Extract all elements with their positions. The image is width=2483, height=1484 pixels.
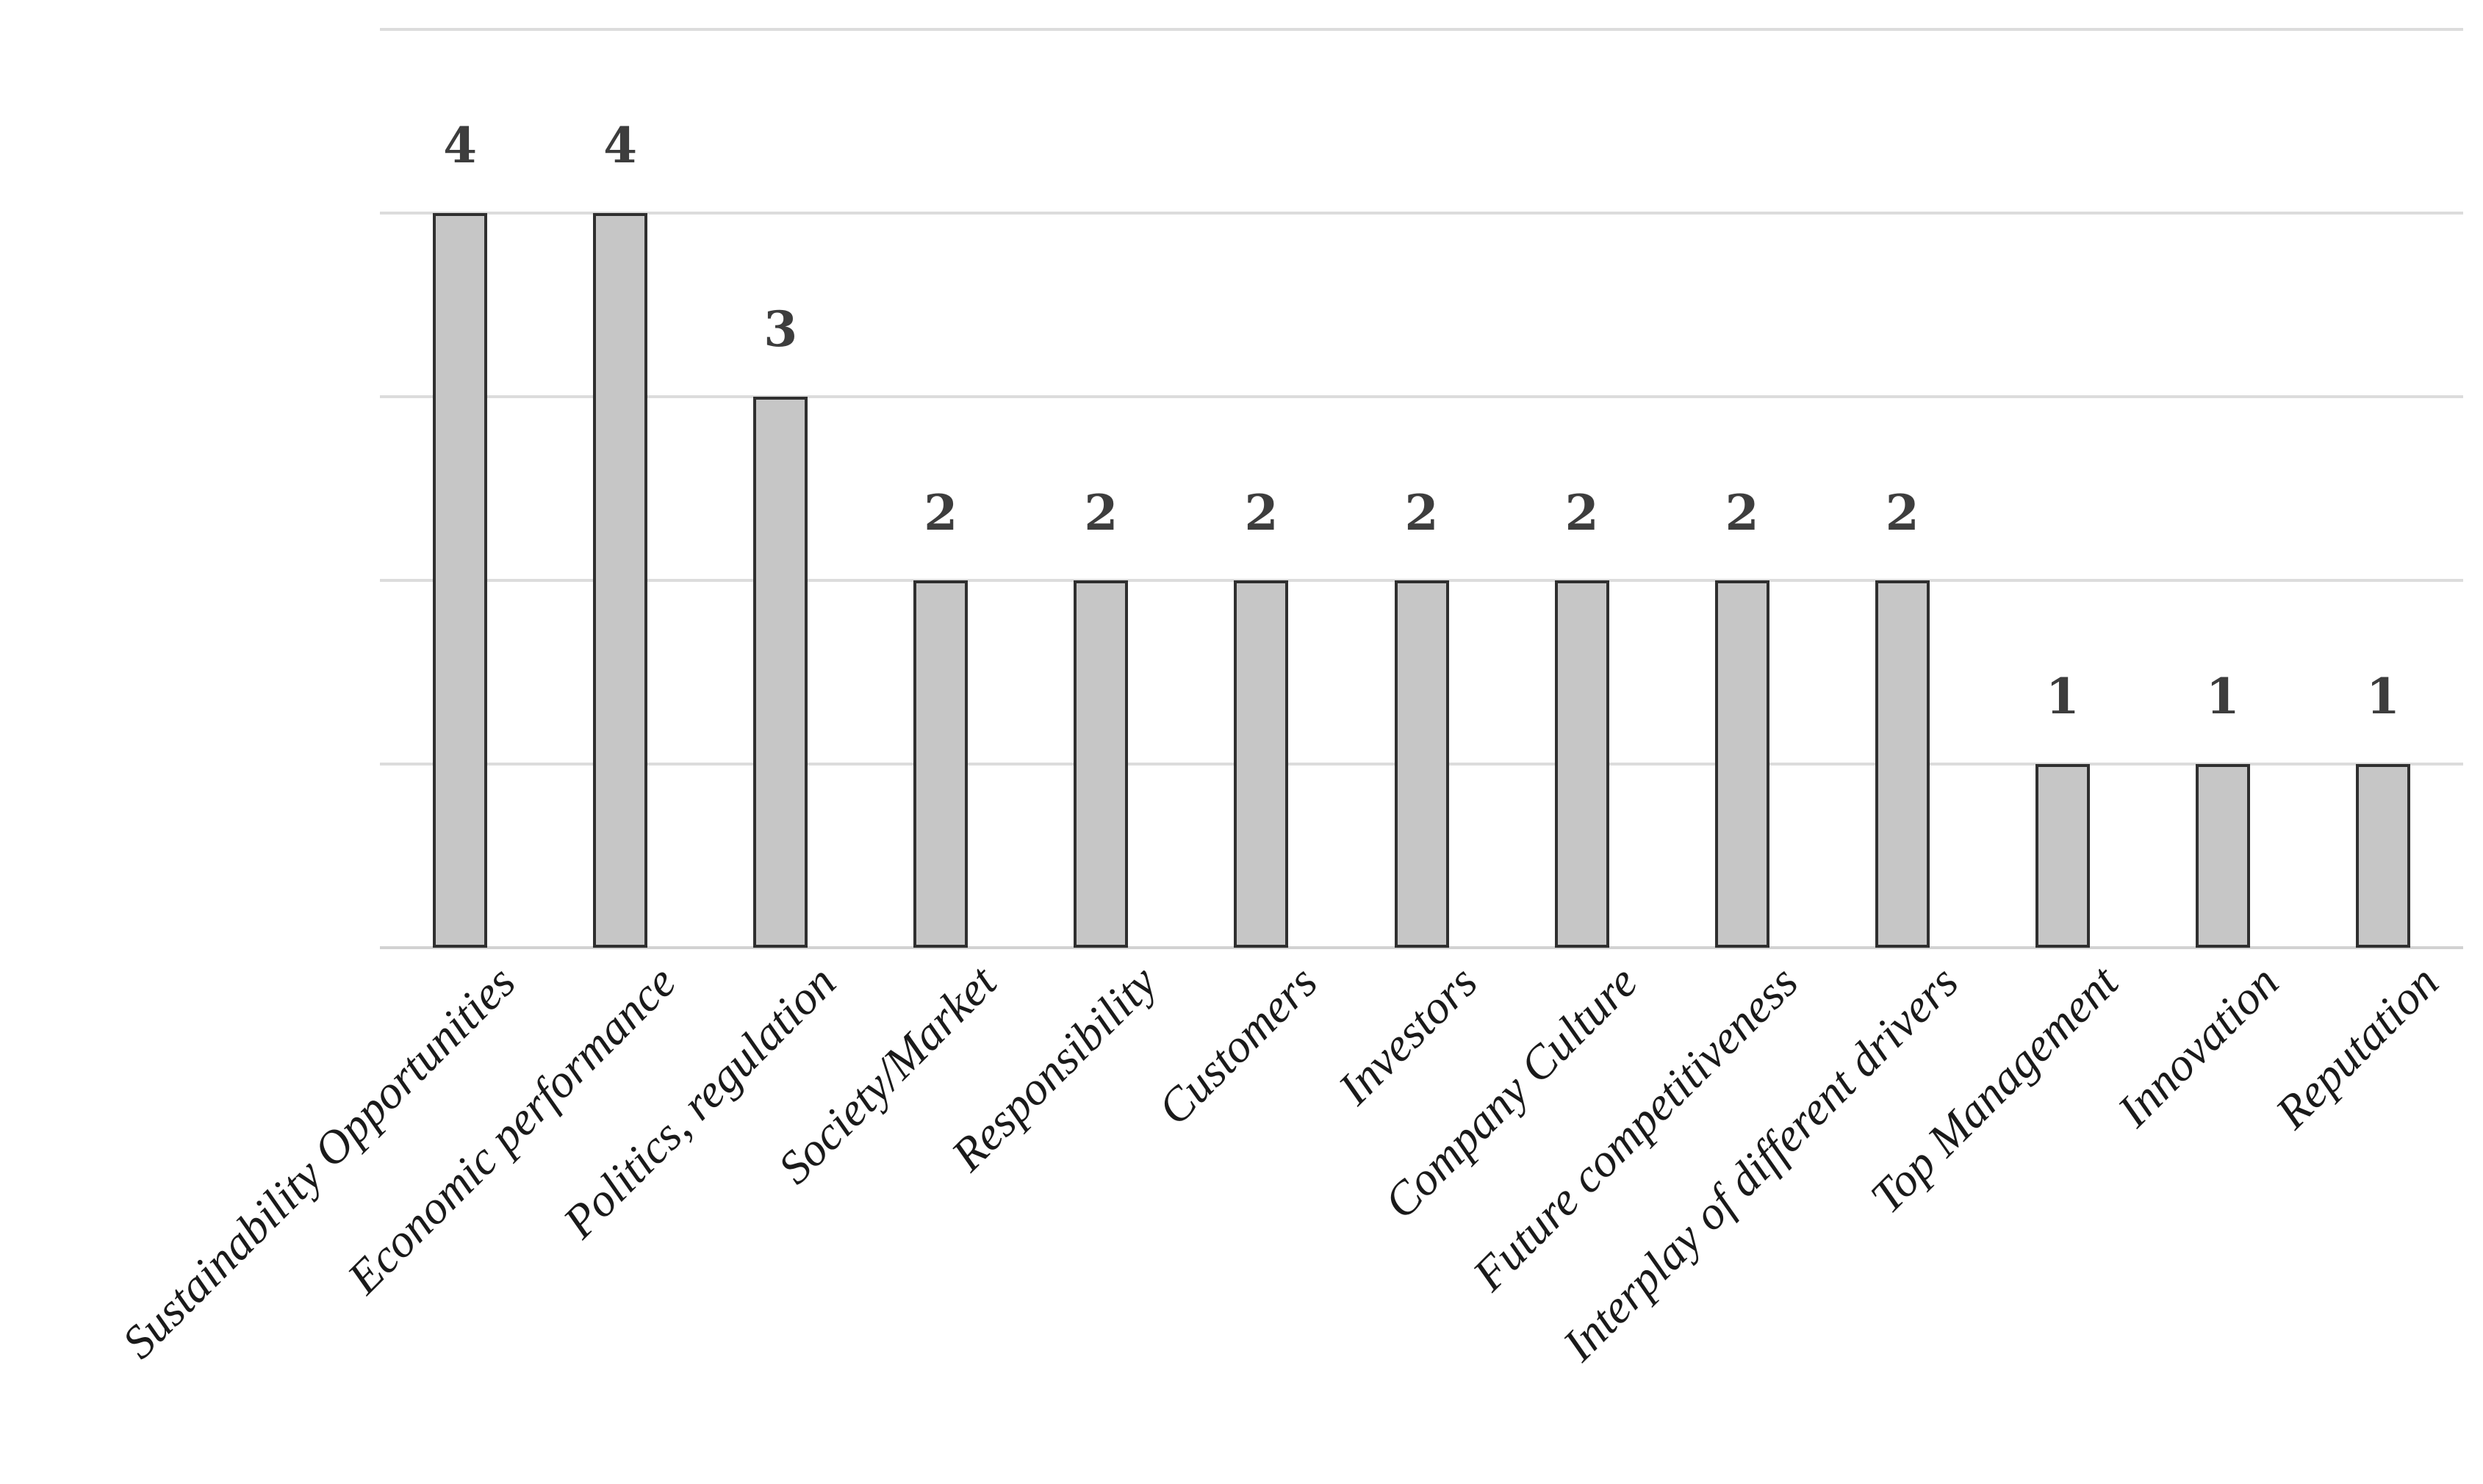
data-label-8: 2: [1564, 484, 1599, 541]
data-label-1: 4: [443, 117, 477, 174]
bar-8: [1554, 580, 1609, 948]
data-label-7: 2: [1404, 484, 1439, 541]
gridline-y3: [380, 395, 2463, 398]
bar-11: [2035, 764, 2090, 948]
bar-5: [1074, 580, 1129, 948]
data-label-13: 1: [2365, 668, 2400, 725]
data-label-9: 2: [1725, 484, 1759, 541]
x-axis-line: [380, 946, 2463, 949]
bar-7: [1394, 580, 1449, 948]
gridline-y5: [380, 28, 2463, 31]
data-label-11: 1: [2045, 668, 2080, 725]
bar-6: [1234, 580, 1289, 948]
category-label-7: Investors: [1328, 955, 1487, 1114]
bar-3: [753, 397, 808, 948]
data-label-10: 2: [1885, 484, 1919, 541]
bar-12: [2195, 764, 2250, 948]
category-label-13: Reputation: [2265, 955, 2448, 1139]
bar-1: [433, 213, 488, 948]
gridline-y4: [380, 212, 2463, 215]
bar-13: [2355, 764, 2410, 948]
data-label-12: 1: [2205, 668, 2240, 725]
category-label-12: Innovation: [2107, 955, 2288, 1137]
category-label-3: Politics, regulation: [553, 955, 847, 1248]
data-label-6: 2: [1244, 484, 1279, 541]
data-label-2: 4: [603, 117, 638, 174]
bar-10: [1875, 580, 1930, 948]
bar-4: [913, 580, 969, 948]
data-label-5: 2: [1084, 484, 1118, 541]
data-label-3: 3: [763, 300, 798, 358]
category-label-6: Customers: [1147, 955, 1327, 1135]
bar-9: [1714, 580, 1769, 948]
data-label-4: 2: [924, 484, 958, 541]
bar-2: [593, 213, 648, 948]
